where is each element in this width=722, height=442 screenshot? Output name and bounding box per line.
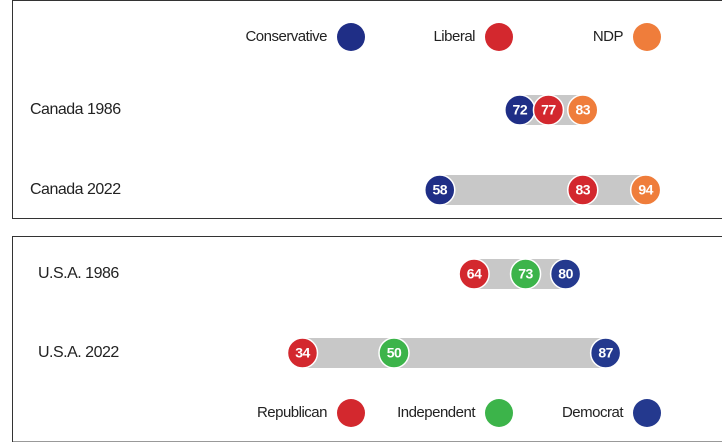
value-label: 83 xyxy=(575,102,590,118)
category-label: U.S.A. 1986 xyxy=(38,265,119,282)
value-label: 34 xyxy=(295,345,310,361)
legend-swatch xyxy=(485,399,513,427)
legend-swatch xyxy=(337,399,365,427)
dot xyxy=(509,258,542,290)
value-label: 72 xyxy=(513,102,528,118)
dot xyxy=(532,94,565,126)
category-label: Canada 1986 xyxy=(30,101,121,118)
legend-label: Conservative xyxy=(245,28,327,45)
legend-label: Democrat xyxy=(562,404,624,421)
legend-swatch xyxy=(633,23,661,51)
value-label: 50 xyxy=(387,345,402,361)
legend-swatch xyxy=(485,23,513,51)
dot xyxy=(629,174,662,206)
legend-label: Independent xyxy=(397,404,476,421)
legend-swatch xyxy=(633,399,661,427)
dot xyxy=(424,174,456,206)
value-label: 87 xyxy=(598,345,613,361)
legend-label: NDP xyxy=(593,28,624,45)
value-label: 64 xyxy=(467,266,482,282)
dot xyxy=(567,94,599,126)
legend-label: Republican xyxy=(257,404,327,421)
category-label: Canada 2022 xyxy=(30,181,121,198)
panel-frame xyxy=(12,0,722,219)
dot xyxy=(567,174,599,206)
range-bar xyxy=(302,338,606,368)
dot xyxy=(549,258,582,290)
value-label: 77 xyxy=(541,102,556,118)
value-label: 73 xyxy=(518,266,533,282)
dot xyxy=(458,258,490,290)
panel-frame xyxy=(12,236,722,442)
dot xyxy=(589,337,622,369)
legend-label: Liberal xyxy=(433,28,475,45)
value-label: 80 xyxy=(558,266,573,282)
value-label: 83 xyxy=(575,182,590,198)
value-label: 58 xyxy=(432,182,447,198)
value-label: 94 xyxy=(638,182,653,198)
category-label: U.S.A. 2022 xyxy=(38,344,119,361)
dot xyxy=(378,337,410,369)
legend-swatch xyxy=(337,23,365,51)
range-bar xyxy=(439,175,646,205)
dot xyxy=(286,337,319,369)
